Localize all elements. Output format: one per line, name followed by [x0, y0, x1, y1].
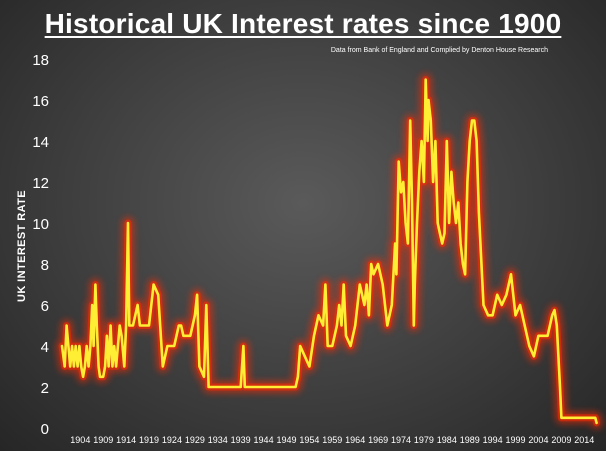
- y-tick-label: 12: [32, 175, 49, 192]
- x-tick-label: 1984: [437, 435, 457, 445]
- y-tick-label: 14: [32, 134, 49, 151]
- x-tick-label: 1949: [276, 435, 296, 445]
- x-tick-label: 1974: [391, 435, 411, 445]
- y-tick-label: 0: [41, 421, 49, 438]
- x-tick-label: 1964: [345, 435, 365, 445]
- x-tick-label: 2014: [574, 435, 594, 445]
- x-tick-label: 2009: [551, 435, 571, 445]
- y-tick-label: 6: [41, 298, 49, 315]
- x-tick-label: 1934: [208, 435, 228, 445]
- y-tick-label: 10: [32, 216, 49, 233]
- x-tick-label: 1924: [162, 435, 182, 445]
- x-tick-label: 1944: [254, 435, 274, 445]
- series-line: [60, 78, 598, 425]
- chart-subtitle: Data from Bank of England and Complied b…: [330, 47, 548, 54]
- series-line-glow: [56, 73, 603, 429]
- x-tick-label: 1959: [322, 435, 342, 445]
- x-tick-label: 1989: [460, 435, 480, 445]
- x-tick-label: 1969: [368, 435, 388, 445]
- x-tick-label: 1914: [116, 435, 136, 445]
- y-tick-label: 2: [41, 380, 49, 397]
- y-tick-label: 4: [41, 339, 49, 356]
- x-tick-label: 1999: [506, 435, 526, 445]
- x-tick-label: 1909: [93, 435, 113, 445]
- x-tick-label: 2004: [528, 435, 548, 445]
- series-line-halo: [58, 76, 601, 427]
- x-tick-label: 1994: [483, 435, 503, 445]
- chart-title: Historical UK Interest rates since 1900: [44, 8, 562, 39]
- x-tick-label: 1979: [414, 435, 434, 445]
- x-tick-label: 1919: [139, 435, 159, 445]
- y-tick-label: 16: [32, 93, 49, 110]
- x-tick-label: 1939: [231, 435, 251, 445]
- x-tick-label: 1929: [185, 435, 205, 445]
- y-tick-label: 18: [32, 52, 49, 69]
- x-tick-label: 1904: [70, 435, 90, 445]
- y-tick-label: 8: [41, 257, 49, 274]
- x-tick-label: 1954: [299, 435, 319, 445]
